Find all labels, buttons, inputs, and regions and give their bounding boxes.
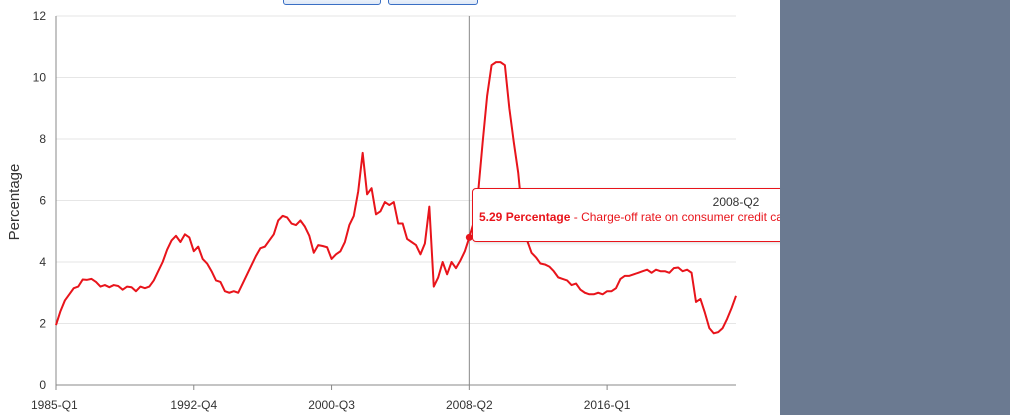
tooltip-separator: - <box>570 210 582 224</box>
x-tick-label: 1992-Q4 <box>170 398 217 412</box>
y-tick-label: 2 <box>39 317 46 331</box>
y-axis-label: Percentage <box>6 164 23 241</box>
y-tick-label: 4 <box>39 255 46 269</box>
x-tick-label: 1985-Q1 <box>31 398 78 412</box>
x-tick-label: 2000-Q3 <box>308 398 355 412</box>
gridlines <box>55 15 736 386</box>
range-button-right[interactable] <box>388 0 478 5</box>
range-button-left[interactable] <box>283 0 381 5</box>
y-axis: 0 2 4 6 8 10 12 <box>33 9 47 392</box>
y-tick-label: 6 <box>39 194 46 208</box>
x-axis: 1985-Q1 1992-Q4 2000-Q3 2008-Q2 2016-Q1 <box>31 385 631 412</box>
series-line-charge-off-rate[interactable] <box>55 61 737 335</box>
tooltip-value: 5.29 Percentage <box>479 210 571 224</box>
line-chart: 0 2 4 6 8 10 12 1985-Q1 1992-Q4 2000-Q3 2008-Q2 20… <box>6 9 737 412</box>
tooltip-date: 2008-Q2 <box>712 195 760 209</box>
y-tick-label: 10 <box>33 71 47 85</box>
side-panel <box>780 0 1010 415</box>
x-tick-label: 2016-Q1 <box>584 398 631 412</box>
y-tick-label: 12 <box>33 9 47 23</box>
y-tick-label: 0 <box>39 378 46 392</box>
y-tick-label: 8 <box>39 132 46 146</box>
hover-point-marker <box>465 233 473 241</box>
x-tick-label: 2008-Q2 <box>446 398 493 412</box>
chart-area: 0 2 4 6 8 10 12 1985-Q1 1992-Q4 2000-Q3 2008-Q2 20… <box>6 0 1000 412</box>
